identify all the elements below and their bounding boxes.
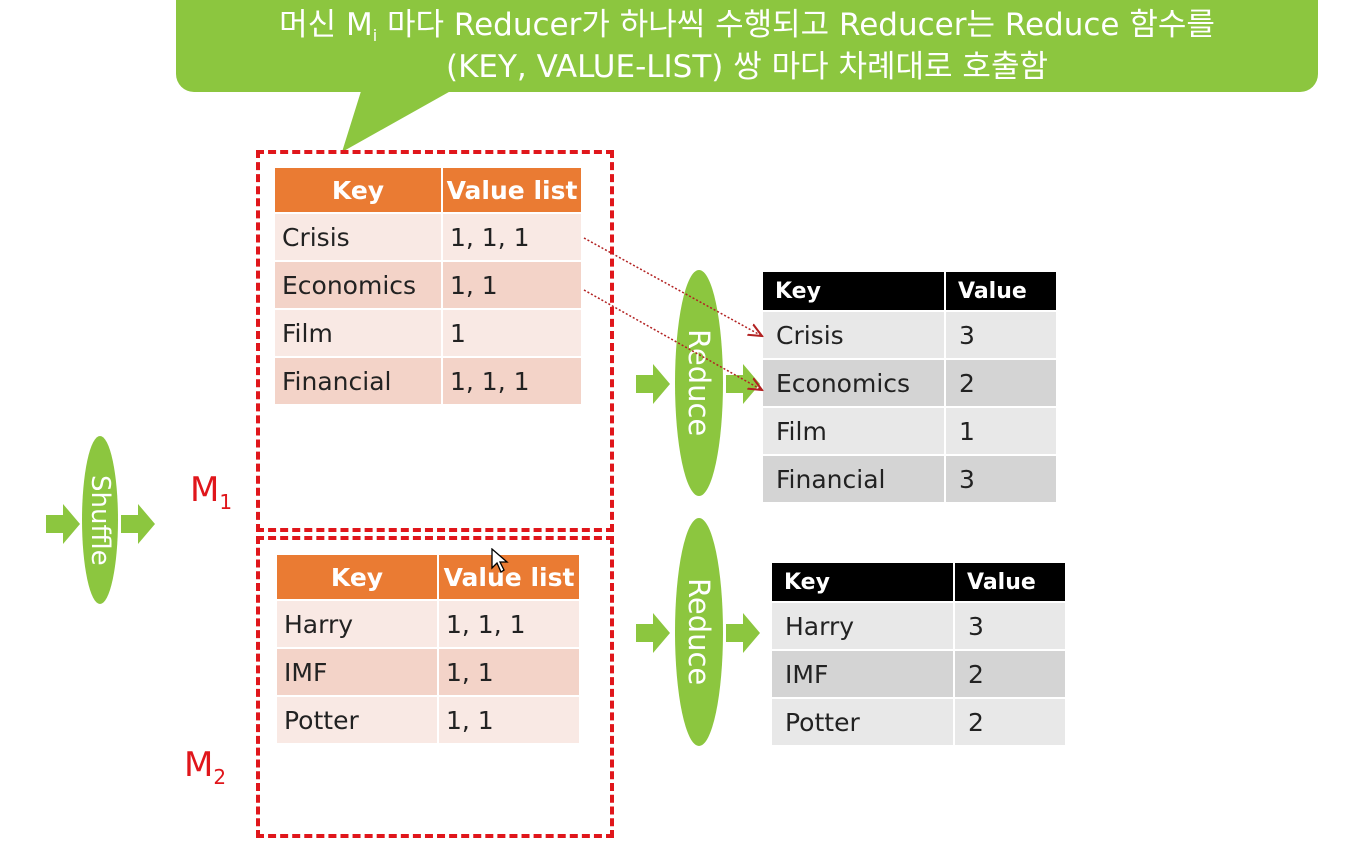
key-cell: Harry (277, 601, 437, 647)
key-header: Key (277, 555, 437, 599)
key-cell: Potter (277, 697, 437, 743)
key-cell: Harry (772, 603, 953, 649)
machine-m2-label: M2 (184, 745, 227, 789)
value-cell: 3 (946, 312, 1056, 358)
value-cell: 2 (955, 651, 1065, 697)
value-list-header: Value list (439, 555, 579, 599)
table-row: Financial 3 (763, 456, 1056, 502)
table-row: Potter 1, 1 (277, 697, 579, 743)
reduce2-output-arrow-icon (726, 613, 760, 653)
reduce-label: Reduce (682, 329, 716, 437)
key-cell: Financial (275, 358, 441, 404)
key-header: Key (763, 272, 944, 310)
machine-m1-label: M1 (190, 470, 233, 514)
value-cell: 3 (955, 603, 1065, 649)
table-row: Financial 1, 1, 1 (275, 358, 581, 404)
value-header: Value (955, 563, 1065, 601)
mouse-cursor-icon (491, 548, 509, 573)
callout-text-line2: (KEY, VALUE-LIST) 쌍 마다 차례대로 호출함 (445, 49, 1048, 85)
value-cell: 1, 1, 1 (443, 358, 581, 404)
key-cell: Film (275, 310, 441, 356)
key-header: Key (275, 168, 441, 212)
value-cell: 1 (443, 310, 581, 356)
value-cell: 1, 1 (443, 262, 581, 308)
key-cell: Financial (763, 456, 944, 502)
table-row: IMF 2 (772, 651, 1065, 697)
table-row: Crisis 3 (763, 312, 1056, 358)
table-row: Economics 2 (763, 360, 1056, 406)
m1-value-list-table: Key Value list Crisis 1, 1, 1 Economics … (273, 166, 583, 406)
reduce1-input-arrow-icon (636, 364, 670, 404)
key-header: Key (772, 563, 953, 601)
callout-bubble (176, 0, 1318, 92)
shuffle-input-arrow-icon (46, 504, 80, 544)
shuffle-oval: Shuffle (82, 436, 118, 604)
reduce2-input-arrow-icon (636, 613, 670, 653)
shuffle-label: Shuffle (85, 474, 115, 566)
value-cell: 1, 1 (439, 649, 579, 695)
table-row: Economics 1, 1 (275, 262, 581, 308)
value-cell: 2 (946, 360, 1056, 406)
callout-text-line1: 머신 Mi 마다 Reducer가 하나씩 수행되고 Reducer는 Redu… (279, 7, 1215, 45)
key-cell: IMF (277, 649, 437, 695)
value-header: Value (946, 272, 1056, 310)
table-row: Film 1 (763, 408, 1056, 454)
value-cell: 1, 1, 1 (439, 601, 579, 647)
table-header-row: Key Value (772, 563, 1065, 601)
m2-result-table: Key Value Harry 3 IMF 2 Potter 2 (770, 561, 1067, 747)
value-cell: 2 (955, 699, 1065, 745)
table-row: Film 1 (275, 310, 581, 356)
m1-result-table: Key Value Crisis 3 Economics 2 Film 1 Fi… (761, 270, 1058, 504)
value-cell: 1 (946, 408, 1056, 454)
reduce-oval-m2: Reduce (675, 518, 723, 746)
reduce-oval-m1: Reduce (675, 270, 723, 496)
shuffle-output-arrow-icon (121, 504, 155, 544)
value-list-header: Value list (443, 168, 581, 212)
table-row: IMF 1, 1 (277, 649, 579, 695)
key-cell: Economics (275, 262, 441, 308)
value-cell: 3 (946, 456, 1056, 502)
table-row: Crisis 1, 1, 1 (275, 214, 581, 260)
key-cell: Crisis (275, 214, 441, 260)
table-header-row: Key Value list (275, 168, 581, 212)
value-cell: 1, 1 (439, 697, 579, 743)
key-cell: Potter (772, 699, 953, 745)
value-cell: 1, 1, 1 (443, 214, 581, 260)
table-row: Potter 2 (772, 699, 1065, 745)
key-cell: Film (763, 408, 944, 454)
reduce-label: Reduce (682, 578, 716, 686)
table-row: Harry 3 (772, 603, 1065, 649)
table-header-row: Key Value (763, 272, 1056, 310)
reduce1-output-arrow-icon (726, 364, 760, 404)
key-cell: Economics (763, 360, 944, 406)
m2-value-list-table: Key Value list Harry 1, 1, 1 IMF 1, 1 Po… (275, 553, 581, 745)
table-header-row: Key Value list (277, 555, 579, 599)
key-cell: IMF (772, 651, 953, 697)
table-row: Harry 1, 1, 1 (277, 601, 579, 647)
machine-m2-box (256, 536, 614, 838)
key-cell: Crisis (763, 312, 944, 358)
